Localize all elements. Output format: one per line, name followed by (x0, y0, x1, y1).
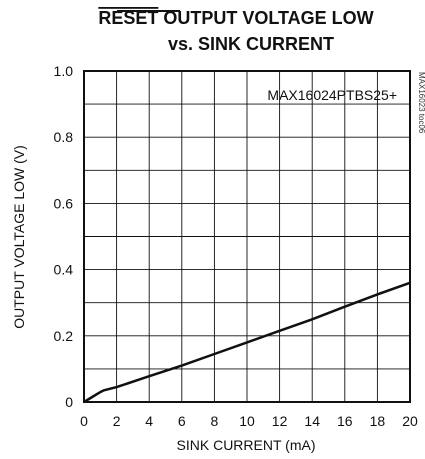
y-tick-label: 0.4 (54, 262, 74, 278)
chart-title-line1: RESET OUTPUT VOLTAGE LOW (98, 8, 373, 28)
y-tick-label: 1.0 (54, 63, 74, 79)
y-tick-label: 0 (65, 394, 73, 410)
grid (83, 70, 411, 403)
y-tick-labels: 0 0.2 0.4 0.6 0.8 1.0 (54, 63, 74, 410)
x-tick-label: 10 (239, 413, 255, 429)
plot-frame (83, 70, 411, 403)
chart-title-overline: RESET (98, 8, 158, 28)
y-tick-label: 0.2 (54, 328, 74, 344)
x-tick-label: 6 (178, 413, 186, 429)
part-number-label: MAX16024PTBS25+ (267, 87, 397, 103)
x-tick-label: 18 (370, 413, 386, 429)
y-axis-label: OUTPUT VOLTAGE LOW (V) (11, 145, 27, 329)
x-tick-label: 8 (211, 413, 219, 429)
y-tick-label: 0.8 (54, 129, 74, 145)
x-axis-label: SINK CURRENT (mA) (177, 437, 316, 453)
y-tick-label: 0.6 (54, 195, 74, 211)
x-tick-label: 12 (272, 413, 288, 429)
x-tick-label: 4 (145, 413, 153, 429)
x-tick-label: 2 (113, 413, 121, 429)
x-tick-label: 0 (80, 413, 88, 429)
x-tick-label: 20 (402, 413, 418, 429)
x-tick-labels: 0 2 4 6 8 10 12 14 16 18 20 (80, 413, 418, 429)
x-tick-label: 14 (304, 413, 320, 429)
figure-id: MAX16023 toc06 (417, 72, 425, 134)
x-tick-label: 16 (337, 413, 353, 429)
chart-title-line2: vs. SINK CURRENT (168, 34, 334, 54)
series-line (83, 281, 411, 404)
chart-title-rest: OUTPUT VOLTAGE LOW (158, 8, 373, 28)
